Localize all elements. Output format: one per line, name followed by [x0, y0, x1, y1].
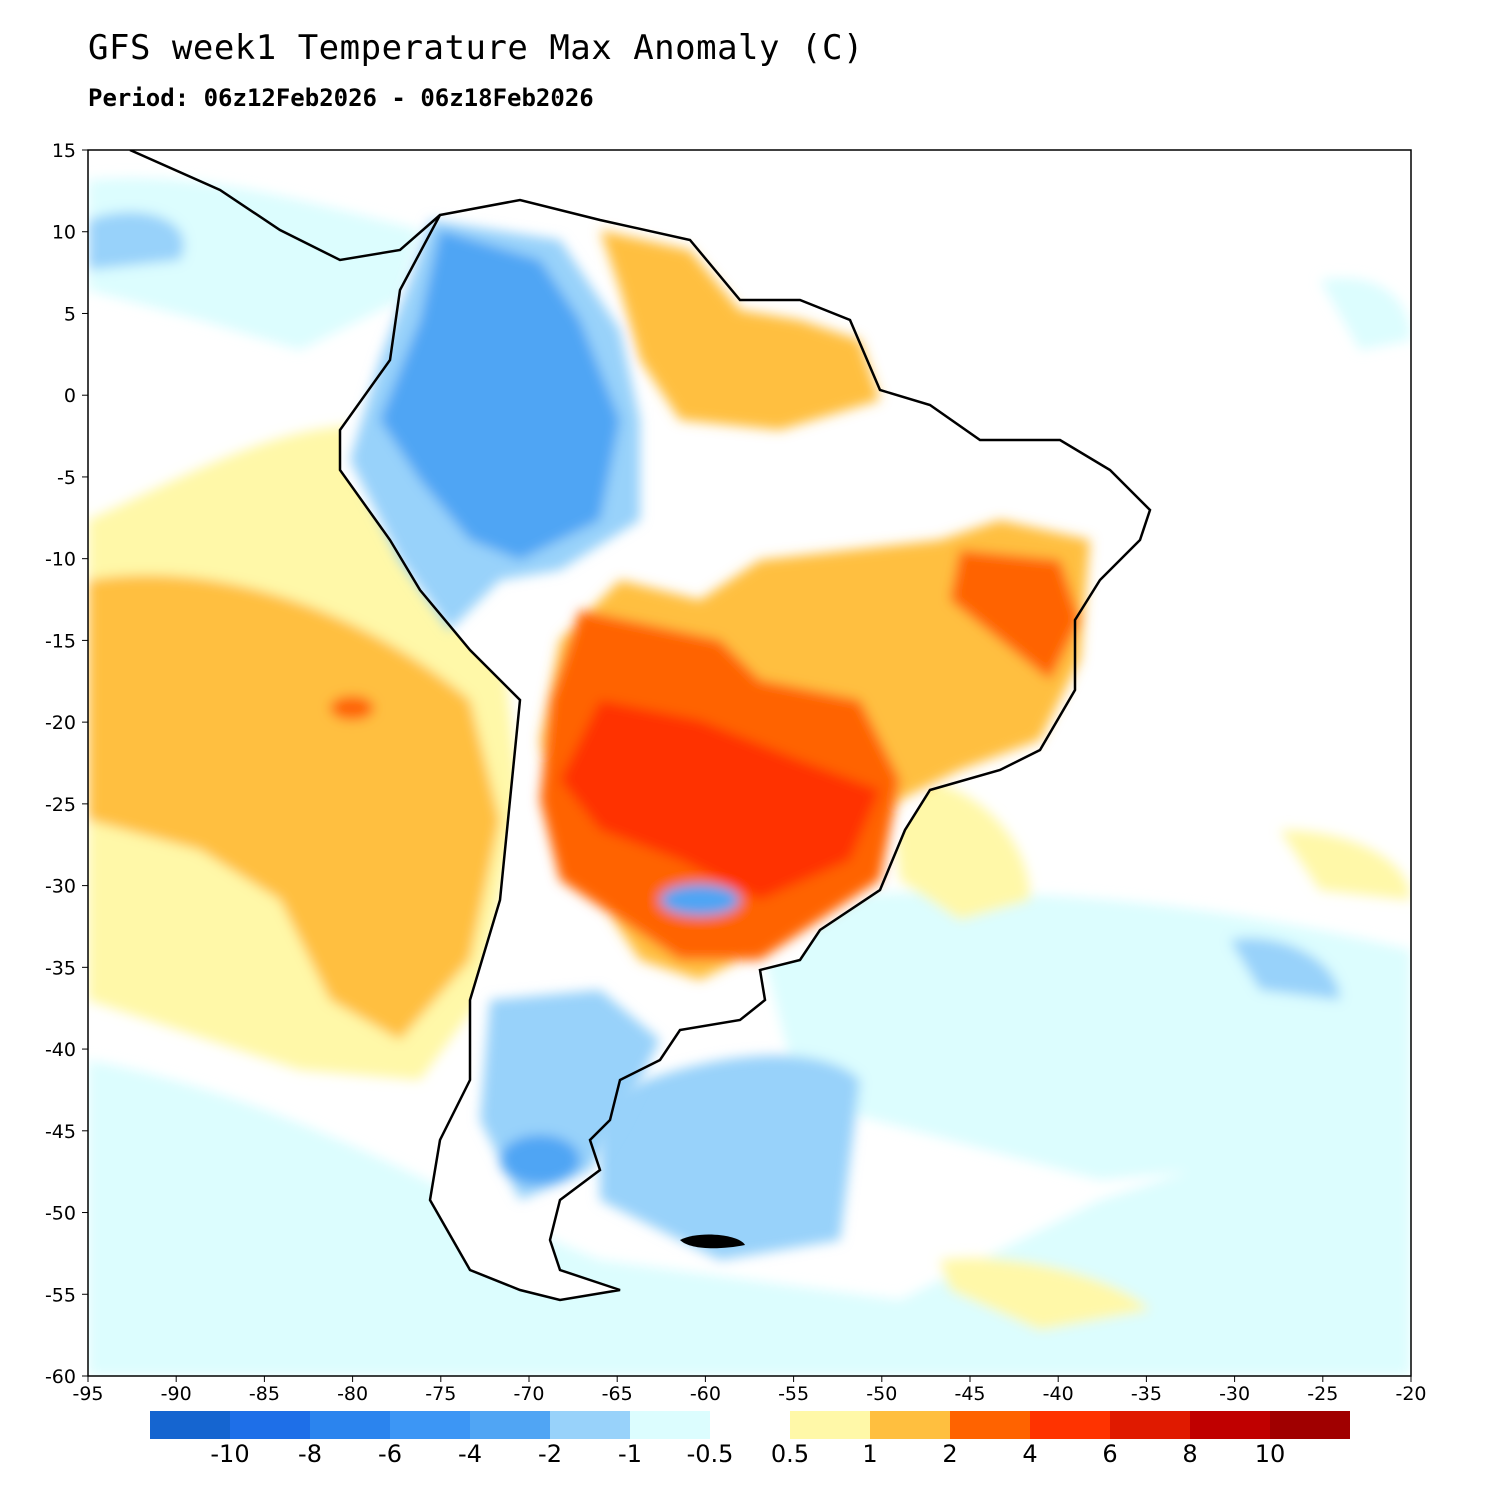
- x-tick-label: -95: [72, 1383, 103, 1405]
- y-tick-label: 15: [52, 140, 76, 162]
- x-tick-label: -25: [1307, 1383, 1338, 1405]
- coastline: [338, 198, 1152, 1302]
- y-tick-label: 5: [64, 303, 76, 325]
- colorbar-swatch: [790, 1411, 870, 1439]
- y-tick-label: -25: [45, 794, 76, 816]
- x-tick-label: -30: [1219, 1383, 1250, 1405]
- y-tick-label: -55: [45, 1284, 76, 1306]
- falkland-islands: [680, 1234, 745, 1249]
- colorbar-swatch: [1110, 1411, 1190, 1439]
- colorbar-swatch: [950, 1411, 1030, 1439]
- colorbar-label: -1: [618, 1440, 642, 1468]
- colorbar-swatch: [310, 1411, 390, 1439]
- y-axis: 15 10 5 0 -5 -10 -15 -20 -25 -30 -35 -40 -45 -50 -55 -6…: [45, 140, 88, 1388]
- y-tick-label: 0: [64, 385, 76, 407]
- colorbar-swatch: [1030, 1411, 1110, 1439]
- x-tick-label: -55: [778, 1383, 809, 1405]
- x-tick-label: -50: [866, 1383, 897, 1405]
- colorbar-label: -0.5: [686, 1440, 734, 1468]
- colorbar-swatch: [710, 1411, 790, 1439]
- y-tick-label: -35: [45, 957, 76, 979]
- y-tick-label: -5: [57, 467, 76, 489]
- colorbar-label: 4: [1022, 1440, 1038, 1468]
- central-america-coast: [129, 150, 441, 262]
- x-tick-label: -40: [1043, 1383, 1074, 1405]
- x-tick-label: -70: [513, 1383, 544, 1405]
- y-tick-label: -10: [45, 549, 76, 571]
- colorbar-swatch: [390, 1411, 470, 1439]
- x-tick-label: -85: [249, 1383, 280, 1405]
- colorbar-label: -4: [458, 1440, 482, 1468]
- colorbar-swatch: [630, 1411, 710, 1439]
- colorbar-label: 6: [1102, 1440, 1118, 1468]
- y-tick-label: -15: [45, 630, 76, 652]
- y-tick-label: -60: [45, 1366, 76, 1388]
- colorbar-swatch: [870, 1411, 950, 1439]
- colorbar-label: -8: [298, 1440, 322, 1468]
- y-tick-label: -50: [45, 1203, 76, 1225]
- x-tick-label: -65: [602, 1383, 633, 1405]
- colorbar-label: -2: [538, 1440, 562, 1468]
- colorbar-swatch: [470, 1411, 550, 1439]
- colorbar-swatch: [150, 1411, 230, 1439]
- anomaly-field: [88, 150, 1411, 1376]
- colorbar-swatch: [1190, 1411, 1270, 1439]
- map-frame: [87, 149, 1412, 1377]
- x-tick-label: -45: [954, 1383, 985, 1405]
- x-tick-label: -80: [337, 1383, 368, 1405]
- colorbar-label: 8: [1182, 1440, 1198, 1468]
- y-tick-label: -20: [45, 712, 76, 734]
- colorbar-label: 0.5: [770, 1440, 810, 1468]
- y-tick-label: 10: [52, 222, 76, 244]
- x-tick-label: -35: [1131, 1383, 1162, 1405]
- x-axis: -95 -90 -85 -80 -75 -70 -65 -60 -55 -50 -45 -40 -35 -…: [72, 1376, 1427, 1405]
- colorbar-swatch: [1270, 1411, 1350, 1439]
- x-tick-label: -20: [1395, 1383, 1426, 1405]
- colorbar-label: 10: [1254, 1440, 1286, 1468]
- colorbar-swatch: [550, 1411, 630, 1439]
- colorbar-swatch: [230, 1411, 310, 1439]
- chart-title: GFS week1 Temperature Max Anomaly (C): [88, 28, 864, 68]
- colorbar-label: 1: [862, 1440, 878, 1468]
- y-tick-label: -40: [45, 1039, 76, 1061]
- y-tick-label: -45: [45, 1121, 76, 1143]
- x-tick-label: -75: [425, 1383, 456, 1405]
- colorbar-label: -6: [378, 1440, 402, 1468]
- x-tick-label: -90: [161, 1383, 192, 1405]
- chart-subtitle: Period: 06z12Feb2026 - 06z18Feb2026: [88, 84, 594, 112]
- colorbar-label: 2: [942, 1440, 958, 1468]
- x-tick-label: -60: [690, 1383, 721, 1405]
- y-tick-label: -30: [45, 876, 76, 898]
- colorbar-label: -10: [210, 1440, 250, 1468]
